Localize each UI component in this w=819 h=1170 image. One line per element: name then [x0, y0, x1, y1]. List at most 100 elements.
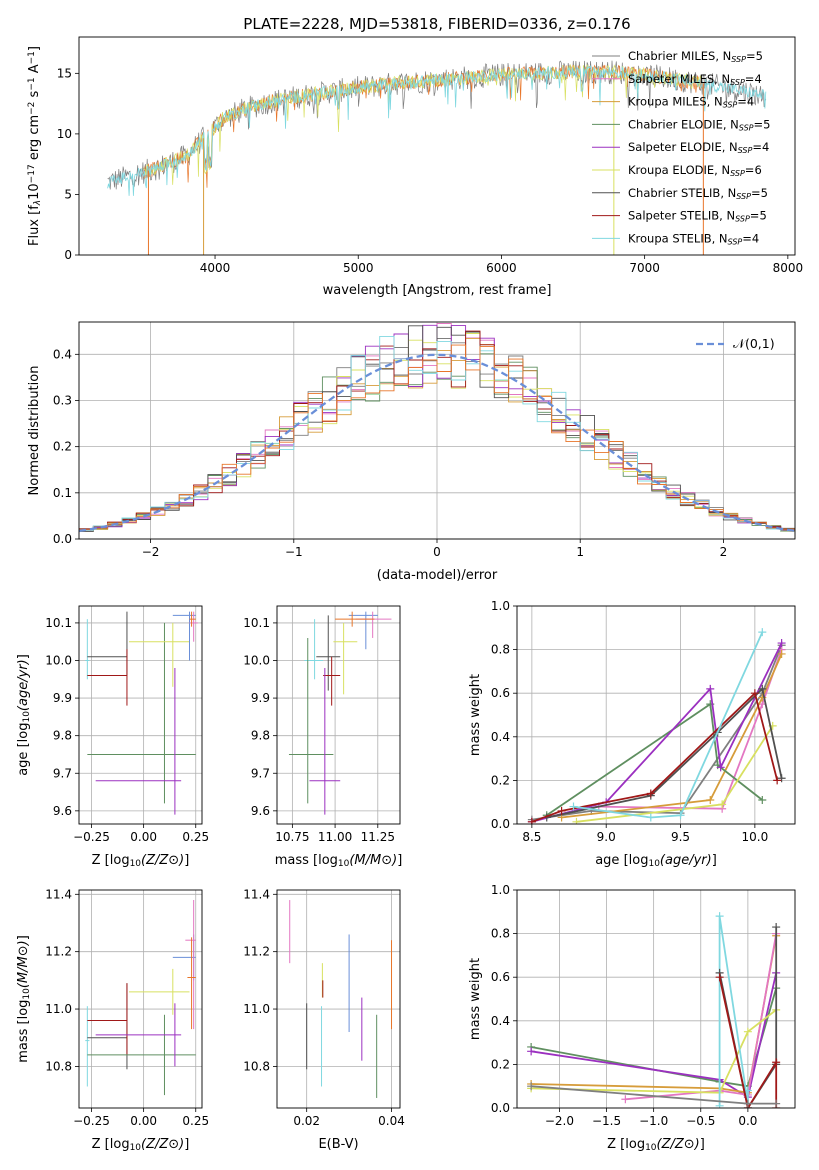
label-part: ]	[712, 853, 717, 868]
y-axis-label: mass weight	[468, 958, 483, 1040]
x-tick-label: 0.0	[738, 1114, 757, 1128]
y-tick-label: 10.1	[243, 616, 270, 630]
legend-entry: Chabrier STELIB, NSSP=5	[628, 186, 768, 201]
legend-nssp: 4	[747, 95, 754, 109]
label-part: ]	[184, 853, 189, 868]
label-part: (Z/Z⊙)	[141, 1137, 184, 1152]
y-axis-label: Normed distribution	[27, 366, 42, 496]
data-point	[743, 1027, 752, 1036]
weight-series	[527, 628, 786, 824]
axes-frame	[78, 36, 796, 256]
histogram-step	[79, 344, 795, 533]
label-part: Z [log	[92, 853, 130, 868]
y-tick-label: 9.8	[251, 729, 270, 743]
legend-text: =	[754, 117, 764, 131]
label-part: A	[27, 64, 42, 77]
error-bars	[85, 900, 196, 1096]
legend-text: =	[745, 163, 755, 177]
axes-frame	[78, 889, 203, 1109]
x-tick-label: −1.5	[592, 1114, 621, 1128]
data-point	[718, 800, 727, 809]
data-point	[676, 811, 685, 820]
y-tick-label: 11.2	[45, 945, 72, 959]
label-subscript: 10	[648, 859, 660, 869]
x-tick-label: −2.0	[545, 1114, 574, 1128]
x-tick-label: 0.02	[293, 1114, 320, 1128]
legend-entry: Chabrier ELODIE, NSSP=5	[628, 117, 770, 132]
y-tick-label: 9.7	[53, 766, 72, 780]
label-superscript: −1	[27, 77, 37, 90]
y-tick-label: 0.2	[491, 1057, 510, 1071]
y-tick-label: 10.8	[45, 1059, 72, 1073]
legend-entry: Salpeter MILES, NSSP=4	[628, 72, 762, 87]
legend-entry: Kroupa STELIB, NSSP=4	[628, 231, 759, 246]
y-tick-label: 0.0	[491, 817, 510, 831]
label-subscript: 10	[130, 1143, 142, 1153]
legend-series-name: Kroupa ELODIE	[628, 163, 714, 177]
y-tick-label: 9.7	[251, 766, 270, 780]
axes-frame	[516, 889, 796, 1109]
series-line	[546, 702, 763, 817]
series-line	[718, 916, 749, 1106]
data-point	[715, 1101, 724, 1108]
legend-text: =	[750, 209, 760, 223]
y-axis-label: mass [log10(M/M⊙)]	[16, 935, 32, 1063]
label-part: age [log	[595, 853, 648, 868]
data-point	[557, 806, 566, 815]
x-axis-label: age [log10(age/yr)]	[595, 853, 717, 869]
legend-entry: Kroupa MILES, NSSP=4	[628, 95, 754, 110]
y-tick-label: 1.0	[491, 599, 510, 613]
label-part: (Z/Z⊙)	[141, 853, 184, 868]
axes-frame	[78, 605, 203, 825]
x-tick-label: 0.00	[130, 830, 157, 844]
data-point	[777, 774, 786, 783]
data-point	[777, 639, 786, 648]
legend-text: , N	[714, 72, 730, 86]
legend-text: =	[737, 95, 747, 109]
spectrum-panel: 4000 5000 6000 7000 8000 0 5 10 15 wavelength [An…	[27, 36, 803, 298]
legend-entry: Kroupa ELODIE, NSSP=6	[628, 163, 762, 178]
legend-text: , N	[707, 95, 723, 109]
legend-subscript: SSP	[735, 215, 750, 224]
figure-title: PLATE=2228, MJD=53818, FIBERID=0336, z=0…	[243, 15, 630, 33]
age-vs-mass-panel: 10.75 11.00 11.25 9.6 9.7 9.8 9.9 10.0 10.1 mass …	[243, 605, 402, 869]
series-line	[561, 653, 783, 819]
x-tick-label: 0.25	[182, 830, 209, 844]
axes-frame	[276, 889, 401, 1109]
histogram-step	[79, 335, 795, 534]
data-point	[706, 796, 715, 805]
data-point	[621, 1095, 630, 1104]
legend-subscript: SSP	[730, 169, 745, 178]
y-tick-label: 11.0	[45, 1002, 72, 1016]
label-part: mass [log	[275, 853, 338, 868]
label-superscript: −1	[27, 51, 37, 64]
legend-text: , N	[714, 163, 730, 177]
legend-nssp: 5	[761, 186, 768, 200]
series-line	[546, 687, 783, 819]
label-part: (Z/Z⊙)	[657, 1137, 700, 1152]
data-point	[706, 684, 715, 693]
x-tick-label: −1	[285, 545, 303, 559]
y-tick-label: 0.4	[53, 347, 72, 361]
y-tick-label: 0.6	[491, 970, 510, 984]
x-tick-label: 0.00	[130, 1114, 157, 1128]
y-tick-label: 0.4	[491, 1014, 510, 1028]
axes-frame	[516, 605, 796, 825]
x-tick-label: 10.75	[275, 830, 309, 844]
y-tick-label: 0.8	[491, 927, 510, 941]
legend-text: =	[746, 49, 756, 63]
legend-text: , N	[719, 209, 735, 223]
label-part: ]	[184, 1137, 189, 1152]
x-tick-label: 4000	[200, 261, 231, 275]
y-tick-label: 0.3	[53, 393, 72, 407]
spectrum-lines	[107, 60, 767, 255]
legend-nssp: 4	[752, 231, 759, 245]
y-tick-label: 11.4	[243, 887, 270, 901]
legend-text: =	[742, 231, 752, 245]
y-tick-label: 9.9	[53, 691, 72, 705]
y-tick-label: 0.0	[491, 1101, 510, 1115]
label-part: s	[27, 90, 42, 101]
data-point	[715, 912, 724, 921]
data-point	[527, 1047, 536, 1056]
